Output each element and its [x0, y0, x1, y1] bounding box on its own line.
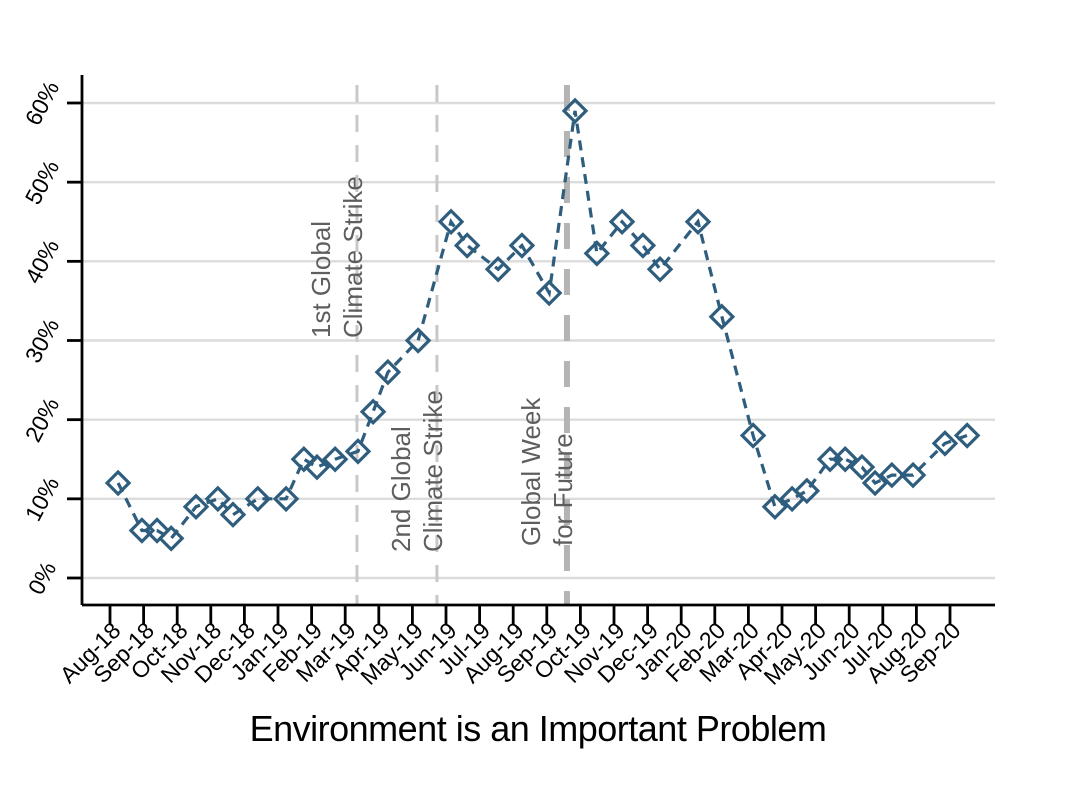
- data-point-marker: [128, 517, 156, 544]
- y-tick-label: 50%: [20, 156, 65, 209]
- event-label-line1: 2nd Global: [386, 426, 416, 552]
- chart-title: Environment is an Important Problem: [250, 708, 827, 749]
- data-point-marker: [344, 438, 372, 465]
- data-point-marker: [272, 485, 300, 513]
- data-point-marker: [739, 422, 767, 449]
- event-label-line1: Global Week: [516, 397, 546, 546]
- data-point-marker: [437, 208, 465, 236]
- data-point-marker: [899, 461, 927, 489]
- data-point-marker: [303, 453, 331, 481]
- data-point-marker: [244, 485, 272, 513]
- data-point-marker: [629, 232, 657, 259]
- data-point-marker: [708, 303, 736, 331]
- data-point-marker: [848, 453, 876, 481]
- data-point-marker: [157, 525, 185, 552]
- event-label-line2: Climate Strike: [418, 390, 448, 552]
- data-point-marker: [204, 485, 232, 513]
- data-line: [116, 110, 968, 541]
- y-tick-label: 20%: [20, 393, 65, 446]
- data-point-marker: [404, 327, 432, 354]
- data-point-marker: [816, 445, 844, 473]
- data-point-marker: [953, 422, 981, 449]
- data-point-marker: [561, 97, 589, 125]
- y-tick-label: 10%: [20, 472, 65, 525]
- data-point-marker: [453, 232, 481, 259]
- y-tick-label: 0%: [23, 557, 62, 599]
- data-point-marker: [484, 255, 512, 283]
- data-point-marker: [535, 279, 563, 307]
- data-point-marker: [219, 501, 247, 528]
- data-point-marker: [104, 469, 132, 497]
- data-point-marker: [931, 430, 959, 457]
- data-point-marker: [684, 208, 712, 236]
- data-point-marker: [646, 255, 674, 283]
- data-point-marker: [359, 398, 387, 426]
- data-point-marker: [608, 208, 636, 236]
- data-point-marker: [583, 240, 611, 267]
- data-point-marker: [321, 445, 349, 473]
- data-point-marker: [374, 358, 402, 386]
- data-point-marker: [508, 232, 536, 259]
- data-point-marker: [793, 477, 821, 505]
- event-label-line1: 1st Global: [306, 221, 336, 338]
- event-label-line2: for Future: [548, 433, 578, 546]
- data-point-marker: [182, 493, 210, 521]
- data-point-marker: [290, 445, 318, 473]
- data-point-marker: [831, 445, 859, 473]
- data-point-marker: [761, 493, 789, 521]
- y-tick-label: 40%: [20, 235, 65, 288]
- y-tick-label: 30%: [20, 314, 65, 367]
- data-point-marker: [861, 469, 889, 497]
- event-label-line2: Climate Strike: [338, 176, 368, 338]
- y-tick-label: 60%: [20, 77, 65, 130]
